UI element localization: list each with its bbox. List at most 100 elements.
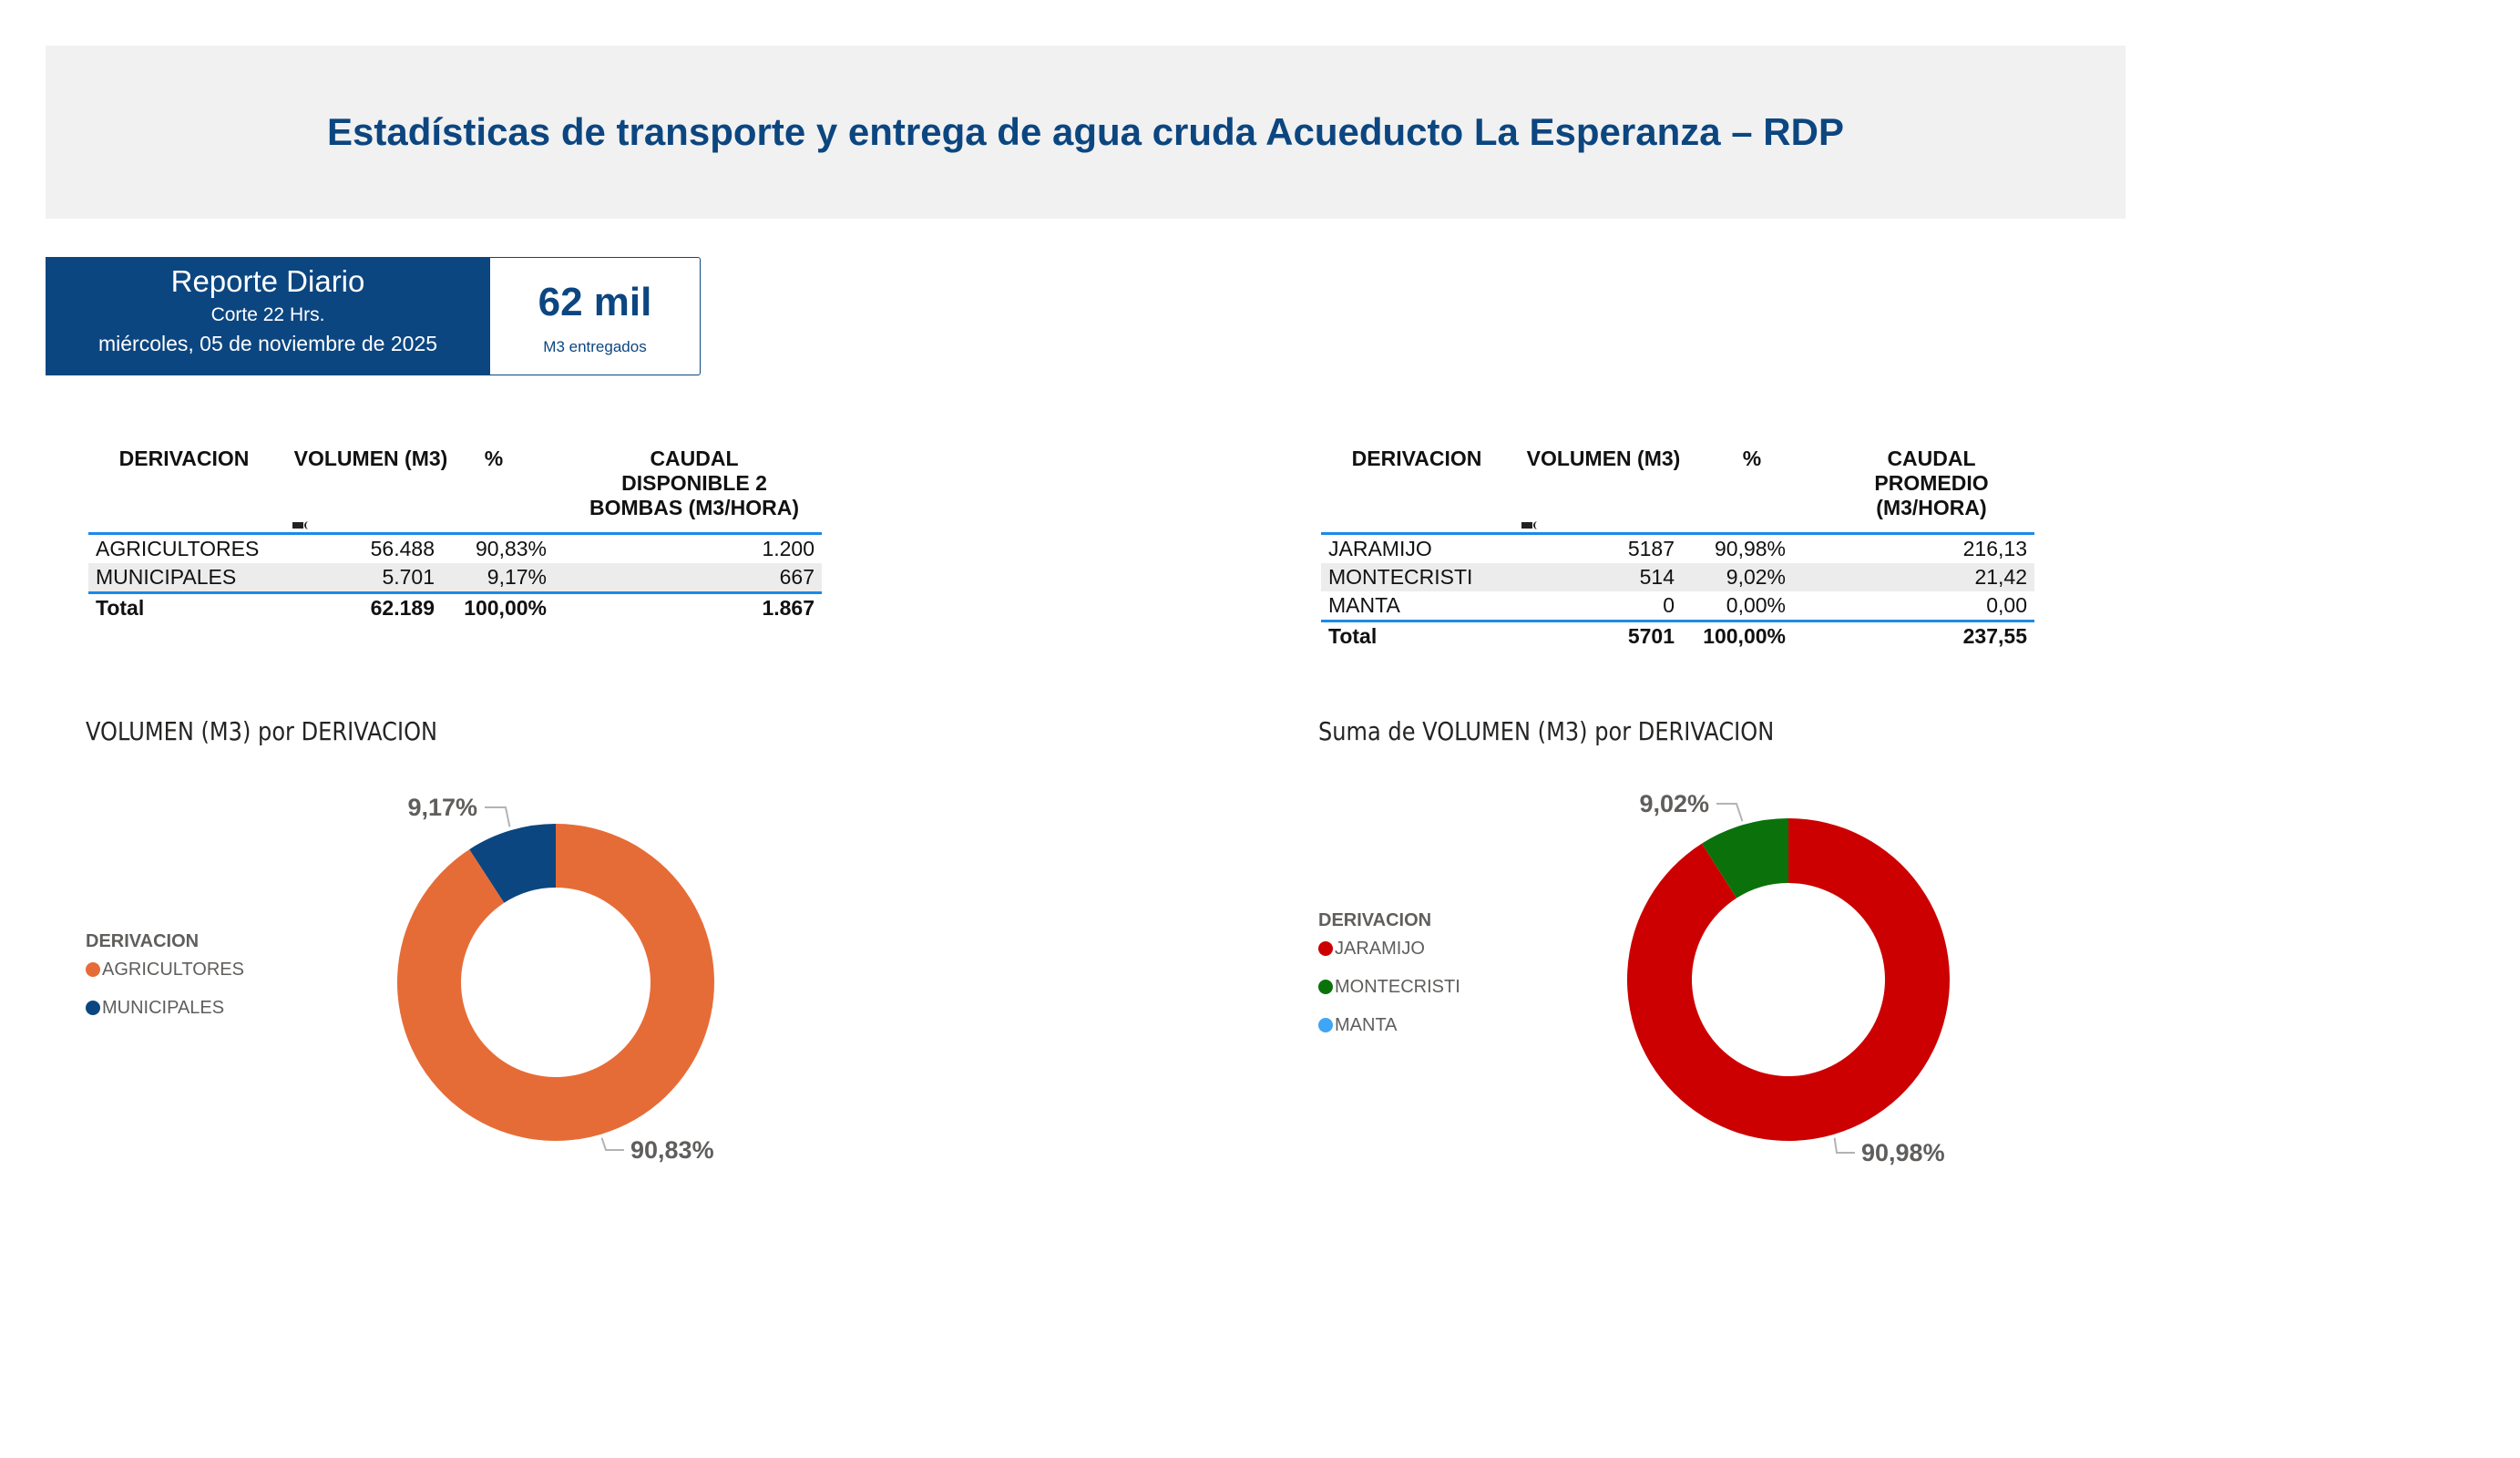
donut-slice-jaramijo[interactable] xyxy=(1627,818,1951,1141)
cell-caudal: 667 xyxy=(779,565,814,589)
legend-label: MUNICIPALES xyxy=(102,998,225,1018)
cell-volumen: 5187 xyxy=(1627,537,1675,560)
legend-label: JARAMIJO xyxy=(1335,939,1425,959)
column-header-caudal-line: DISPONIBLE 2 xyxy=(621,471,767,495)
data-label: 9,17% xyxy=(407,794,477,821)
column-header-derivacion[interactable]: DERIVACION xyxy=(118,447,250,470)
title-banner: Estadísticas de transporte y entrega de … xyxy=(46,46,2126,219)
table-header-rule xyxy=(88,532,822,535)
column-header-caudal-line: (M3/HORA) xyxy=(1876,496,1987,519)
cell-total-percent: 100,00% xyxy=(1703,624,1786,648)
report-card: Reporte Diario Corte 22 Hrs. miércoles, … xyxy=(46,257,702,375)
legend-item-manta[interactable]: MANTA xyxy=(1318,1015,1398,1036)
report-title: Reporte Diario xyxy=(170,264,365,298)
cell-total-volumen: 5701 xyxy=(1627,624,1675,648)
column-header-caudal[interactable]: CAUDAL DISPONIBLE 2 BOMBAS (M3/HORA) xyxy=(571,447,817,520)
donut-slice-agricultores[interactable] xyxy=(397,824,715,1141)
column-header-percent[interactable]: % xyxy=(484,447,504,470)
cell-percent: 90,83% xyxy=(475,537,547,560)
kpi-value: 62 mil xyxy=(538,280,652,324)
table-row[interactable]: AGRICULTORES 56.488 90,83% 1.200 xyxy=(88,535,822,563)
column-header-caudal-line: PROMEDIO xyxy=(1874,471,1989,495)
data-label: 90,98% xyxy=(1861,1139,1945,1166)
column-header-caudal[interactable]: CAUDAL PROMEDIO (M3/HORA) xyxy=(1831,447,2032,520)
page-title: Estadísticas de transporte y entrega de … xyxy=(327,110,1844,153)
cell-caudal: 216,13 xyxy=(1962,537,2027,560)
table-total-rule xyxy=(88,591,822,594)
column-header-caudal-line: CAUDAL xyxy=(1887,447,1976,470)
table-total-rule xyxy=(1321,620,2034,622)
table-row[interactable]: JARAMIJO 5187 90,98% 216,13 xyxy=(1321,535,2034,563)
cell-derivacion: JARAMIJO xyxy=(1328,537,1432,560)
column-header-caudal-line: CAUDAL xyxy=(650,447,739,470)
legend-item-agricultores[interactable]: AGRICULTORES xyxy=(86,960,244,981)
legend-label: MANTA xyxy=(1335,1015,1398,1035)
cell-total-label: Total xyxy=(1328,624,1378,648)
table-total-row: Total 62.189 100,00% 1.867 xyxy=(88,594,822,622)
leader-line xyxy=(485,806,511,827)
column-header-caudal-line: BOMBAS (M3/HORA) xyxy=(589,496,799,519)
cell-total-label: Total xyxy=(96,596,145,620)
legend-item-jaramijo[interactable]: JARAMIJO xyxy=(1318,939,1425,960)
cell-caudal: 21,42 xyxy=(1974,565,2027,589)
sort-descending-icon[interactable] xyxy=(292,521,309,529)
cell-derivacion: AGRICULTORES xyxy=(96,537,260,560)
leader-line xyxy=(600,1137,624,1151)
report-cut-time: Corte 22 Hrs. xyxy=(210,304,325,325)
cell-derivacion: MUNICIPALES xyxy=(96,565,237,589)
cell-percent: 9,02% xyxy=(1726,565,1786,589)
donut-slice-montecristi[interactable] xyxy=(1702,818,1788,898)
column-header-derivacion[interactable]: DERIVACION xyxy=(1351,447,1482,470)
cell-caudal: 0,00 xyxy=(1986,593,2027,617)
derivacion-table-left: DERIVACION VOLUMEN (M3) % CAUDAL DISPONI… xyxy=(88,447,822,629)
column-header-volumen[interactable]: VOLUMEN (M3) xyxy=(293,447,448,470)
chart-title: Suma de VOLUMEN (M3) por DERIVACION xyxy=(1318,716,1775,746)
table-row[interactable]: MONTECRISTI 514 9,02% 21,42 xyxy=(1321,563,2034,591)
cell-derivacion: MANTA xyxy=(1328,593,1400,617)
report-info-panel: Reporte Diario Corte 22 Hrs. miércoles, … xyxy=(46,257,490,375)
table-row[interactable]: MUNICIPALES 5.701 9,17% 667 xyxy=(88,563,822,591)
table-total-row: Total 5701 100,00% 237,55 xyxy=(1321,622,2034,651)
table-row[interactable]: MANTA 0 0,00% 0,00 xyxy=(1321,591,2034,620)
chart-title: VOLUMEN (M3) por DERIVACION xyxy=(86,716,438,746)
cell-total-caudal: 237,55 xyxy=(1962,624,2027,648)
kpi-card: 62 mil M3 entregados xyxy=(490,257,701,375)
cell-volumen: 56.488 xyxy=(370,537,435,560)
legend-dot-icon xyxy=(1318,980,1333,994)
donut-slice-municipales[interactable] xyxy=(469,824,556,903)
cell-percent: 90,98% xyxy=(1714,537,1786,560)
legend-item-montecristi[interactable]: MONTECRISTI xyxy=(1318,977,1460,998)
cell-volumen: 5.701 xyxy=(382,565,435,589)
cell-caudal: 1.200 xyxy=(762,537,814,560)
table-header-rule xyxy=(1321,532,2034,535)
legend-label: AGRICULTORES xyxy=(102,960,244,980)
cell-total-volumen: 62.189 xyxy=(370,596,435,620)
cell-total-percent: 100,00% xyxy=(464,596,547,620)
leader-line xyxy=(1716,803,1744,822)
cell-volumen: 514 xyxy=(1639,565,1675,589)
data-label: 9,02% xyxy=(1639,790,1709,817)
cell-derivacion: MONTECRISTI xyxy=(1328,565,1473,589)
report-date: miércoles, 05 de noviembre de 2025 xyxy=(97,332,438,355)
legend-label: MONTECRISTI xyxy=(1335,977,1460,997)
legend-dot-icon xyxy=(86,1001,100,1015)
column-header-percent[interactable]: % xyxy=(1742,447,1762,470)
leader-line xyxy=(1833,1137,1855,1154)
legend-title: DERIVACION xyxy=(1318,910,1432,930)
cell-total-caudal: 1.867 xyxy=(762,596,814,620)
derivacion-table-right: DERIVACION VOLUMEN (M3) % CAUDAL PROMEDI… xyxy=(1321,447,2034,656)
legend-item-municipales[interactable]: MUNICIPALES xyxy=(86,998,224,1019)
column-header-volumen[interactable]: VOLUMEN (M3) xyxy=(1526,447,1681,470)
data-label: 90,83% xyxy=(630,1136,714,1164)
cell-percent: 0,00% xyxy=(1726,593,1786,617)
cell-percent: 9,17% xyxy=(487,565,547,589)
sort-descending-icon[interactable] xyxy=(1521,521,1538,529)
kpi-label: M3 entregados xyxy=(543,338,647,355)
legend-dot-icon xyxy=(1318,941,1333,956)
legend-title: DERIVACION xyxy=(86,931,200,951)
legend-dot-icon xyxy=(86,962,100,977)
cell-volumen: 0 xyxy=(1663,593,1675,617)
legend-dot-icon xyxy=(1318,1018,1333,1032)
